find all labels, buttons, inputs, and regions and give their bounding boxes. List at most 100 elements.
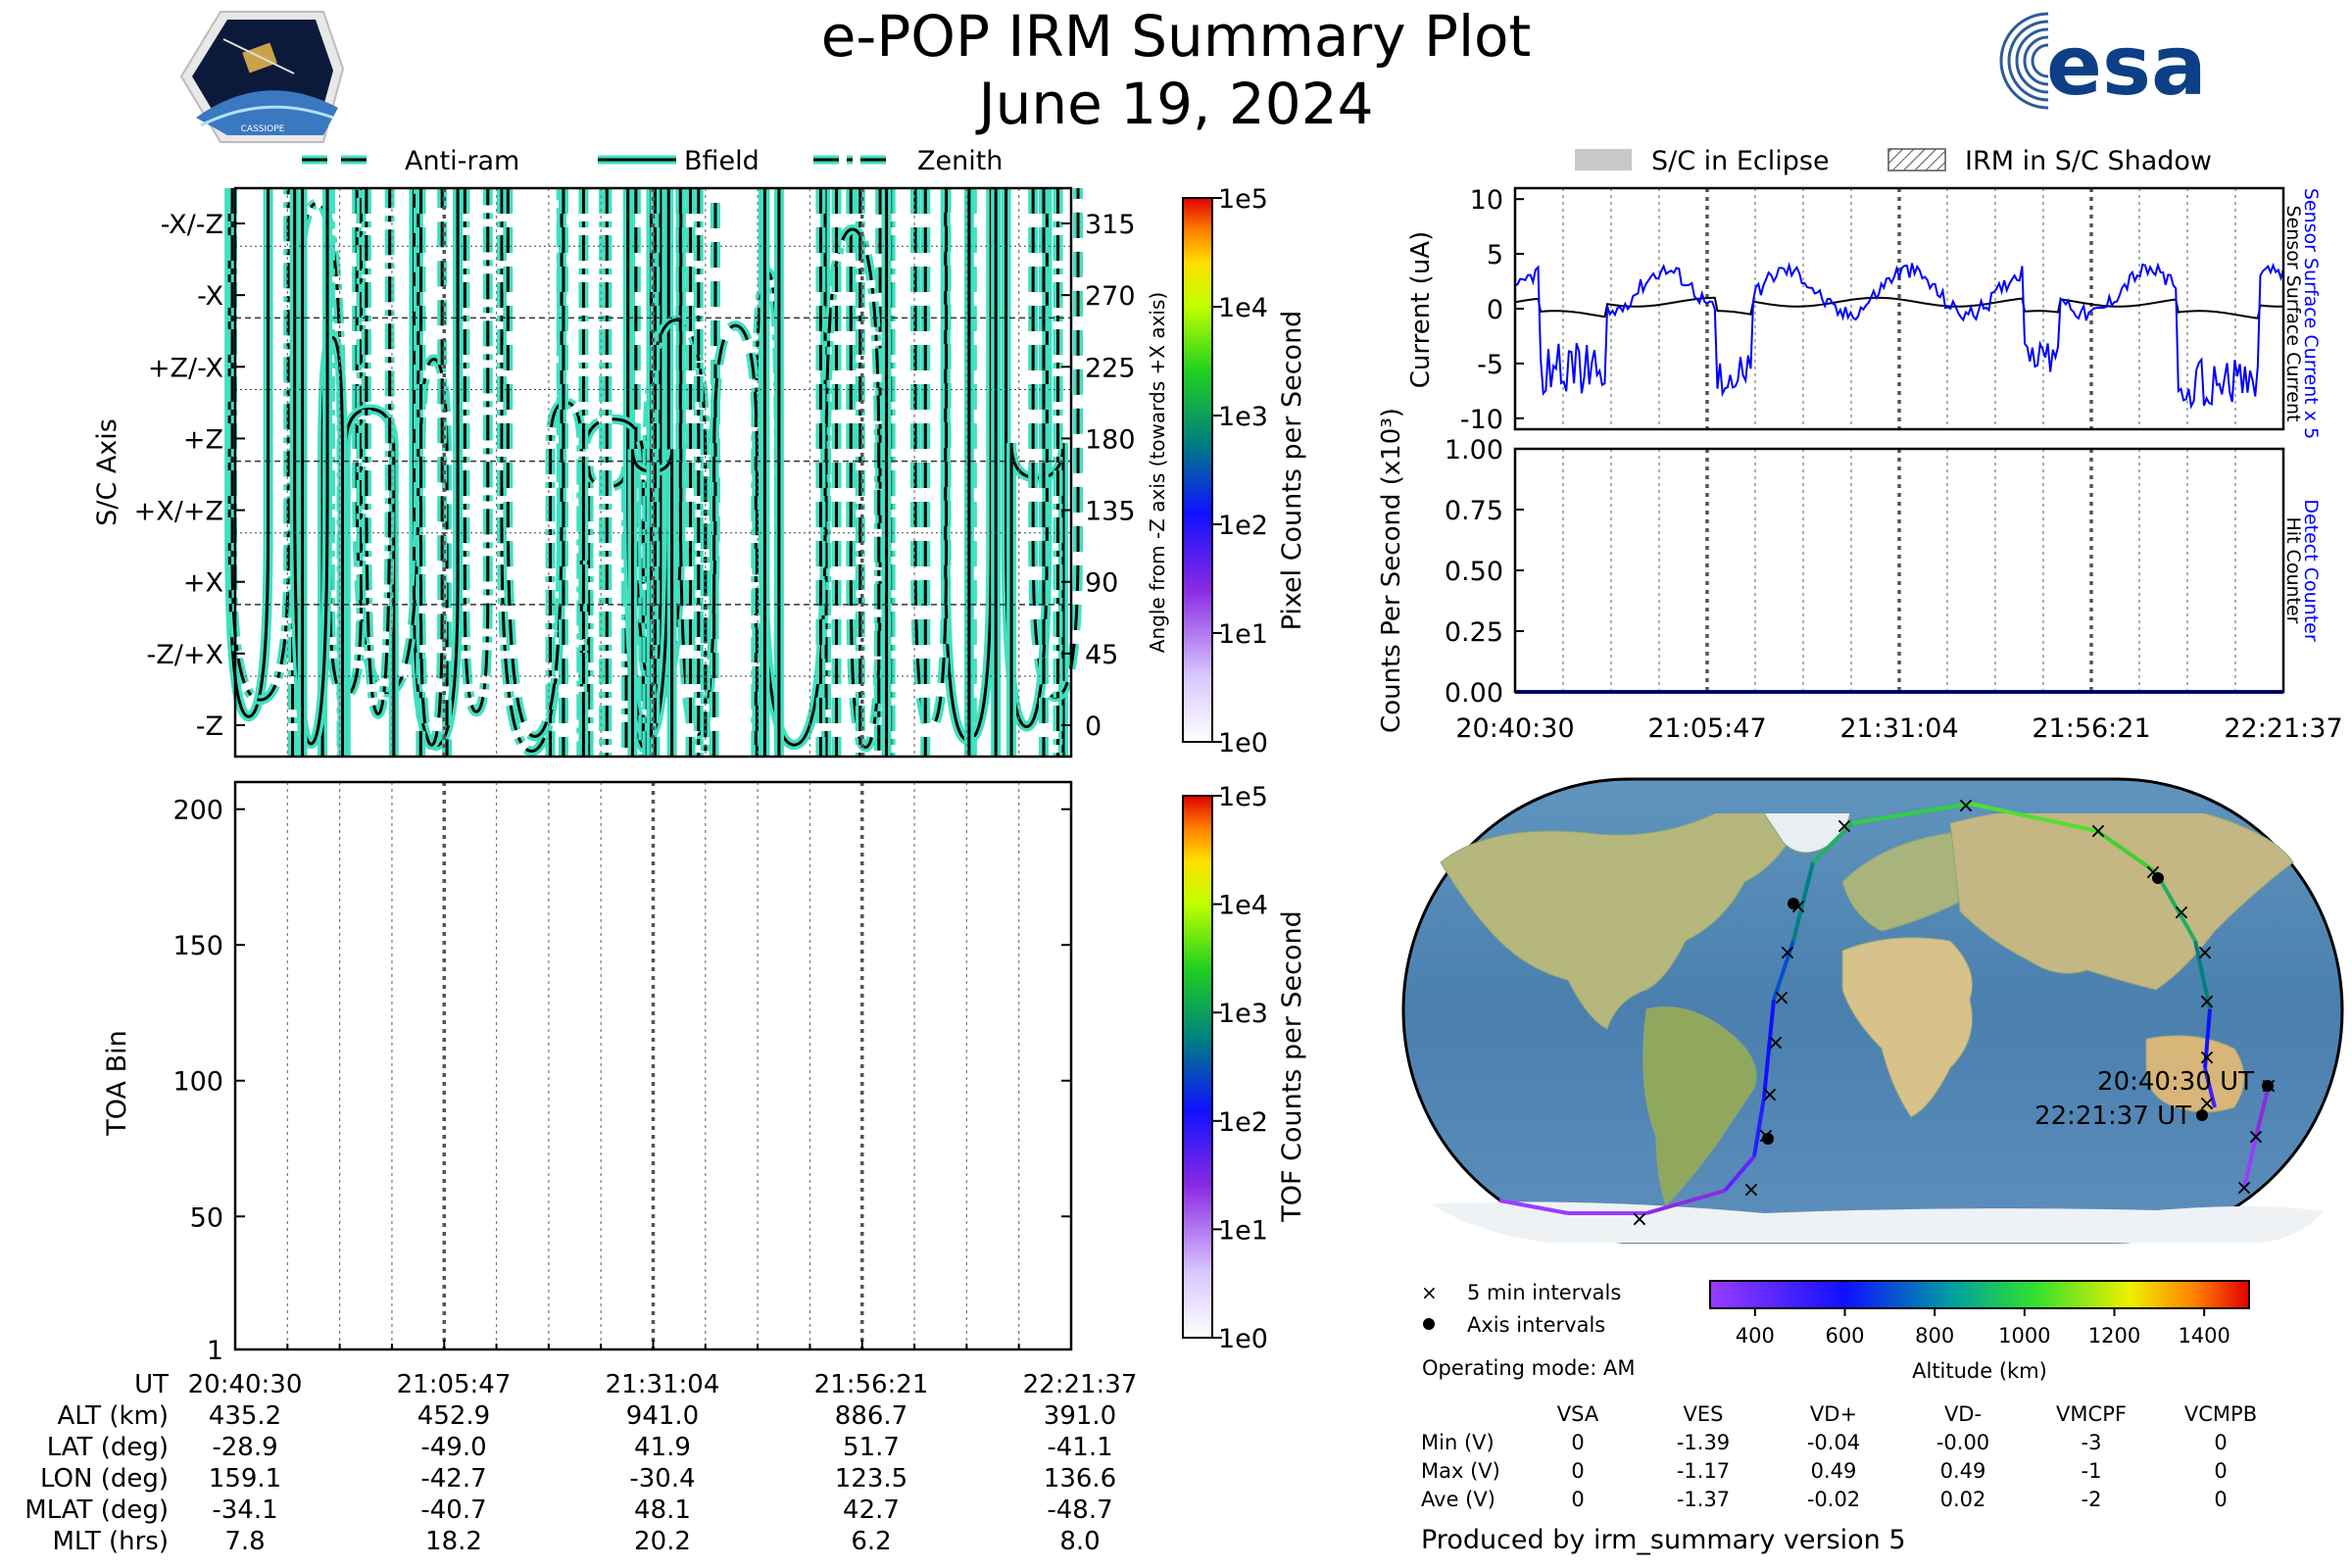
voltage-cell: -2	[2082, 1488, 2102, 1511]
five-min-marker: ×	[1836, 814, 1853, 839]
y-tick-label: 0.25	[1445, 617, 1503, 648]
current-panel: 10 5 0 -5 -10 Current (uA) Sensor Surface Cu…	[1406, 185, 2322, 439]
ephemeris-cell: 42.7	[843, 1495, 900, 1525]
cassiope-logo-text: CASSIOPE	[241, 124, 285, 134]
current-yticks: 10 5 0 -5 -10	[1460, 185, 1524, 435]
orbit-segment	[1969, 802, 2098, 833]
voltage-table: VSA VES VD+ VD- VMCPF VCMPB Min (V) 0 -1.39 -0.04…	[1421, 1402, 2257, 1511]
ephemeris-cell: 886.7	[835, 1401, 907, 1431]
orbit-segment	[1498, 1199, 1569, 1215]
orbit-segment	[1645, 1189, 1726, 1215]
ephemeris-cell: 21:31:04	[606, 1370, 720, 1399]
orbit-segment	[2242, 1136, 2258, 1189]
voltage-row-label: Ave (V)	[1421, 1488, 1495, 1511]
altitude-tick-label: 1400	[2178, 1324, 2230, 1348]
ephemeris-cell: 941.0	[626, 1401, 699, 1431]
ephemeris-cell: 48.1	[634, 1495, 691, 1525]
ephemeris-row-label: LON (deg)	[40, 1464, 169, 1494]
north-america	[1440, 803, 1804, 1030]
orbit-segment	[1752, 1097, 1766, 1157]
ephemeris-table: UT 20:40:30 21:05:47 21:31:04 21:56:21 22:21:…	[24, 1370, 1137, 1556]
y2-tick-label: 315	[1085, 210, 1136, 240]
voltage-cell: 0	[2214, 1431, 2227, 1454]
altitude-colorbar-ticks: 400 600 800 1000 1200 1400	[1736, 1308, 2230, 1348]
ephemeris-cell: 136.6	[1044, 1464, 1116, 1494]
counts-right-label-black: Hit Counter	[2282, 517, 2304, 624]
ephemeris-row-label: MLAT (deg)	[24, 1495, 169, 1525]
y2-tick-label: 0	[1085, 711, 1102, 742]
y-tick-label: -10	[1460, 405, 1503, 435]
sc-curve-halo	[709, 320, 762, 757]
y-tick-label: -Z	[196, 711, 223, 742]
y-tick-label: +X	[183, 568, 223, 599]
voltage-cell: -1.37	[1677, 1488, 1730, 1511]
sc-curve	[824, 227, 881, 757]
orbit-segment	[2203, 1008, 2212, 1069]
current-ylabel: Current (uA)	[1406, 231, 1436, 388]
altitude-tick-label: 1000	[1998, 1324, 2050, 1348]
five-min-marker: ×	[2173, 901, 2190, 925]
sc-curve	[506, 188, 564, 738]
counts-ylabel: Counts Per Second (x10³)	[1377, 408, 1406, 733]
legend-zenith: Zenith	[917, 146, 1003, 176]
y-tick-label: 0.00	[1445, 678, 1503, 709]
axis-interval-marker	[2262, 1080, 2274, 1092]
africa	[1841, 937, 1973, 1118]
five-min-marker: ×	[2198, 990, 2216, 1014]
ephemeris-cell: -41.1	[1047, 1433, 1112, 1462]
colorbar-tick-label: 1e0	[1218, 728, 1268, 759]
voltage-row-label: Max (V)	[1421, 1459, 1500, 1483]
y-tick-label: 100	[172, 1067, 223, 1098]
australia	[2145, 1035, 2245, 1113]
south-america	[1642, 1006, 1757, 1206]
colorbar-tick-label: 1e5	[1218, 782, 1268, 812]
current-right-label-black: Sensor Surface Current	[2282, 206, 2304, 422]
legend-shadow: IRM in S/C Shadow	[1965, 146, 2212, 176]
sc-curve	[581, 417, 645, 757]
sensor-surface-current-line	[1514, 296, 2284, 319]
y-tick-label: 1.00	[1445, 435, 1503, 466]
orbit-segment	[2193, 940, 2212, 1010]
ephemeris-cell: 18.2	[425, 1527, 482, 1556]
sc-curve	[419, 188, 444, 747]
y2-tick-label: 270	[1085, 281, 1136, 312]
altitude-tick-label: 600	[1825, 1324, 1864, 1348]
esa-logo-text: esa	[2046, 18, 2207, 114]
ephemeris-cell: 41.9	[634, 1433, 691, 1462]
counts-right-label-blue: Detect Counter	[2300, 499, 2322, 642]
voltage-cell: -0.00	[1936, 1431, 1989, 1454]
five-min-marker: ×	[1773, 986, 1790, 1010]
axis-interval-marker	[1788, 898, 1799, 909]
colorbar-tick-label: 1e1	[1218, 1215, 1268, 1246]
counts-xticks: 20:40:30 21:05:47 21:31:04 21:56:21 22:21:37	[1455, 713, 2342, 744]
y-tick-label: 150	[172, 931, 223, 961]
operating-mode: Operating mode: AM	[1422, 1356, 1635, 1380]
orbit-map: ×××××××××××××××××××× 20:40:30 UT 22:21:3…	[1401, 777, 2344, 1244]
y2-tick-label: 45	[1085, 640, 1118, 670]
legend-axis-intervals: Axis intervals	[1467, 1313, 1605, 1337]
five-min-marker: ×	[2198, 1046, 2216, 1070]
altitude-tick-label: 800	[1915, 1324, 1954, 1348]
ephemeris-cell: 159.1	[209, 1464, 281, 1494]
ephemeris-cell: 391.0	[1044, 1401, 1116, 1431]
legend-anti-ram: Anti-ram	[405, 146, 519, 176]
tof-colorbar-ticks: 1e5 1e4 1e3 1e2 1e1 1e0	[1212, 782, 1268, 1354]
ephemeris-cell: 21:05:47	[397, 1370, 512, 1399]
voltage-cell: -0.04	[1807, 1431, 1860, 1454]
y-tick-label: -X/-Z	[161, 210, 223, 240]
tof-colorbar-label: TOF Counts per Second	[1277, 910, 1307, 1223]
pixel-colorbar: 1e5 1e4 1e3 1e2 1e1 1e0 Pixel Counts per Seco…	[1182, 184, 1307, 759]
sc-curve	[328, 188, 364, 698]
altitude-colorbar-label: Altitude (km)	[1912, 1359, 2047, 1383]
five-min-marker: ×	[2089, 819, 2107, 844]
legend-x-marker: ×	[1421, 1281, 1438, 1304]
ephemeris-cell: 123.5	[835, 1464, 907, 1494]
voltage-cell: 0	[2214, 1488, 2227, 1511]
voltage-col-header: VD+	[1810, 1402, 1857, 1426]
y-tick-label: +Z/-X	[148, 353, 223, 383]
sc-curve-halo	[227, 188, 294, 706]
tof-colorbar: 1e5 1e4 1e3 1e2 1e1 1e0 TOF Counts per Second	[1182, 782, 1307, 1354]
x-tick-label: 20:40:30	[1455, 713, 1574, 744]
footer-text: Produced by irm_summary version 5	[1421, 1525, 1906, 1555]
